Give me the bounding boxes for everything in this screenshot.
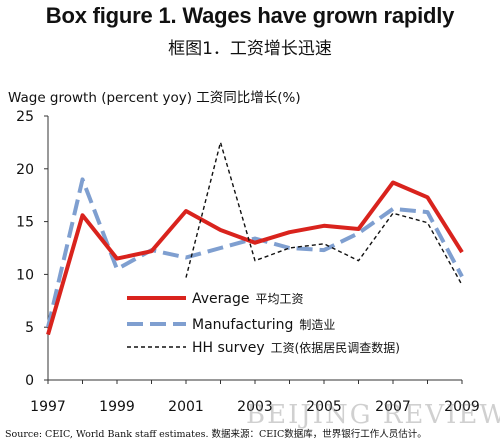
y-tick-label: 20 bbox=[16, 162, 34, 178]
x-tick-label: 2009 bbox=[444, 399, 480, 415]
legend-label-manufacturing: Manufacturing 制造业 bbox=[192, 317, 335, 333]
y-tick-label: 10 bbox=[16, 267, 34, 283]
chart-subtitle: 框图1．工资增长迅速 bbox=[168, 39, 332, 59]
x-tick-label: 2007 bbox=[375, 399, 411, 415]
y-tick-label: 25 bbox=[16, 109, 34, 125]
series-line-average bbox=[46, 180, 464, 336]
x-tick-label: 1997 bbox=[30, 399, 66, 415]
x-tick-label: 2003 bbox=[237, 399, 273, 415]
chart-title: Box figure 1. Wages have grown rapidly bbox=[45, 3, 455, 28]
y-axis-label: Wage growth (percent yoy) 工资同比增长(%) bbox=[8, 90, 301, 106]
legend-label-average: Average 平均工资 bbox=[192, 291, 304, 307]
x-tick-label: 2001 bbox=[168, 399, 204, 415]
x-tick-label: 1999 bbox=[99, 399, 135, 415]
watermark: BEIJING REVIEW bbox=[246, 400, 500, 430]
source-note: Source: CEIC, World Bank staff estimates… bbox=[5, 429, 427, 440]
y-tick-label: 15 bbox=[16, 215, 34, 231]
x-tick-label: 2005 bbox=[306, 399, 342, 415]
series-line-manufacturing bbox=[46, 177, 464, 328]
legend-label-hh-survey: HH survey 工资(依据居民调查数据) bbox=[192, 340, 400, 356]
y-tick-label: 5 bbox=[25, 320, 34, 336]
y-tick-label: 0 bbox=[25, 373, 34, 389]
series-line-hh-survey bbox=[185, 141, 463, 286]
